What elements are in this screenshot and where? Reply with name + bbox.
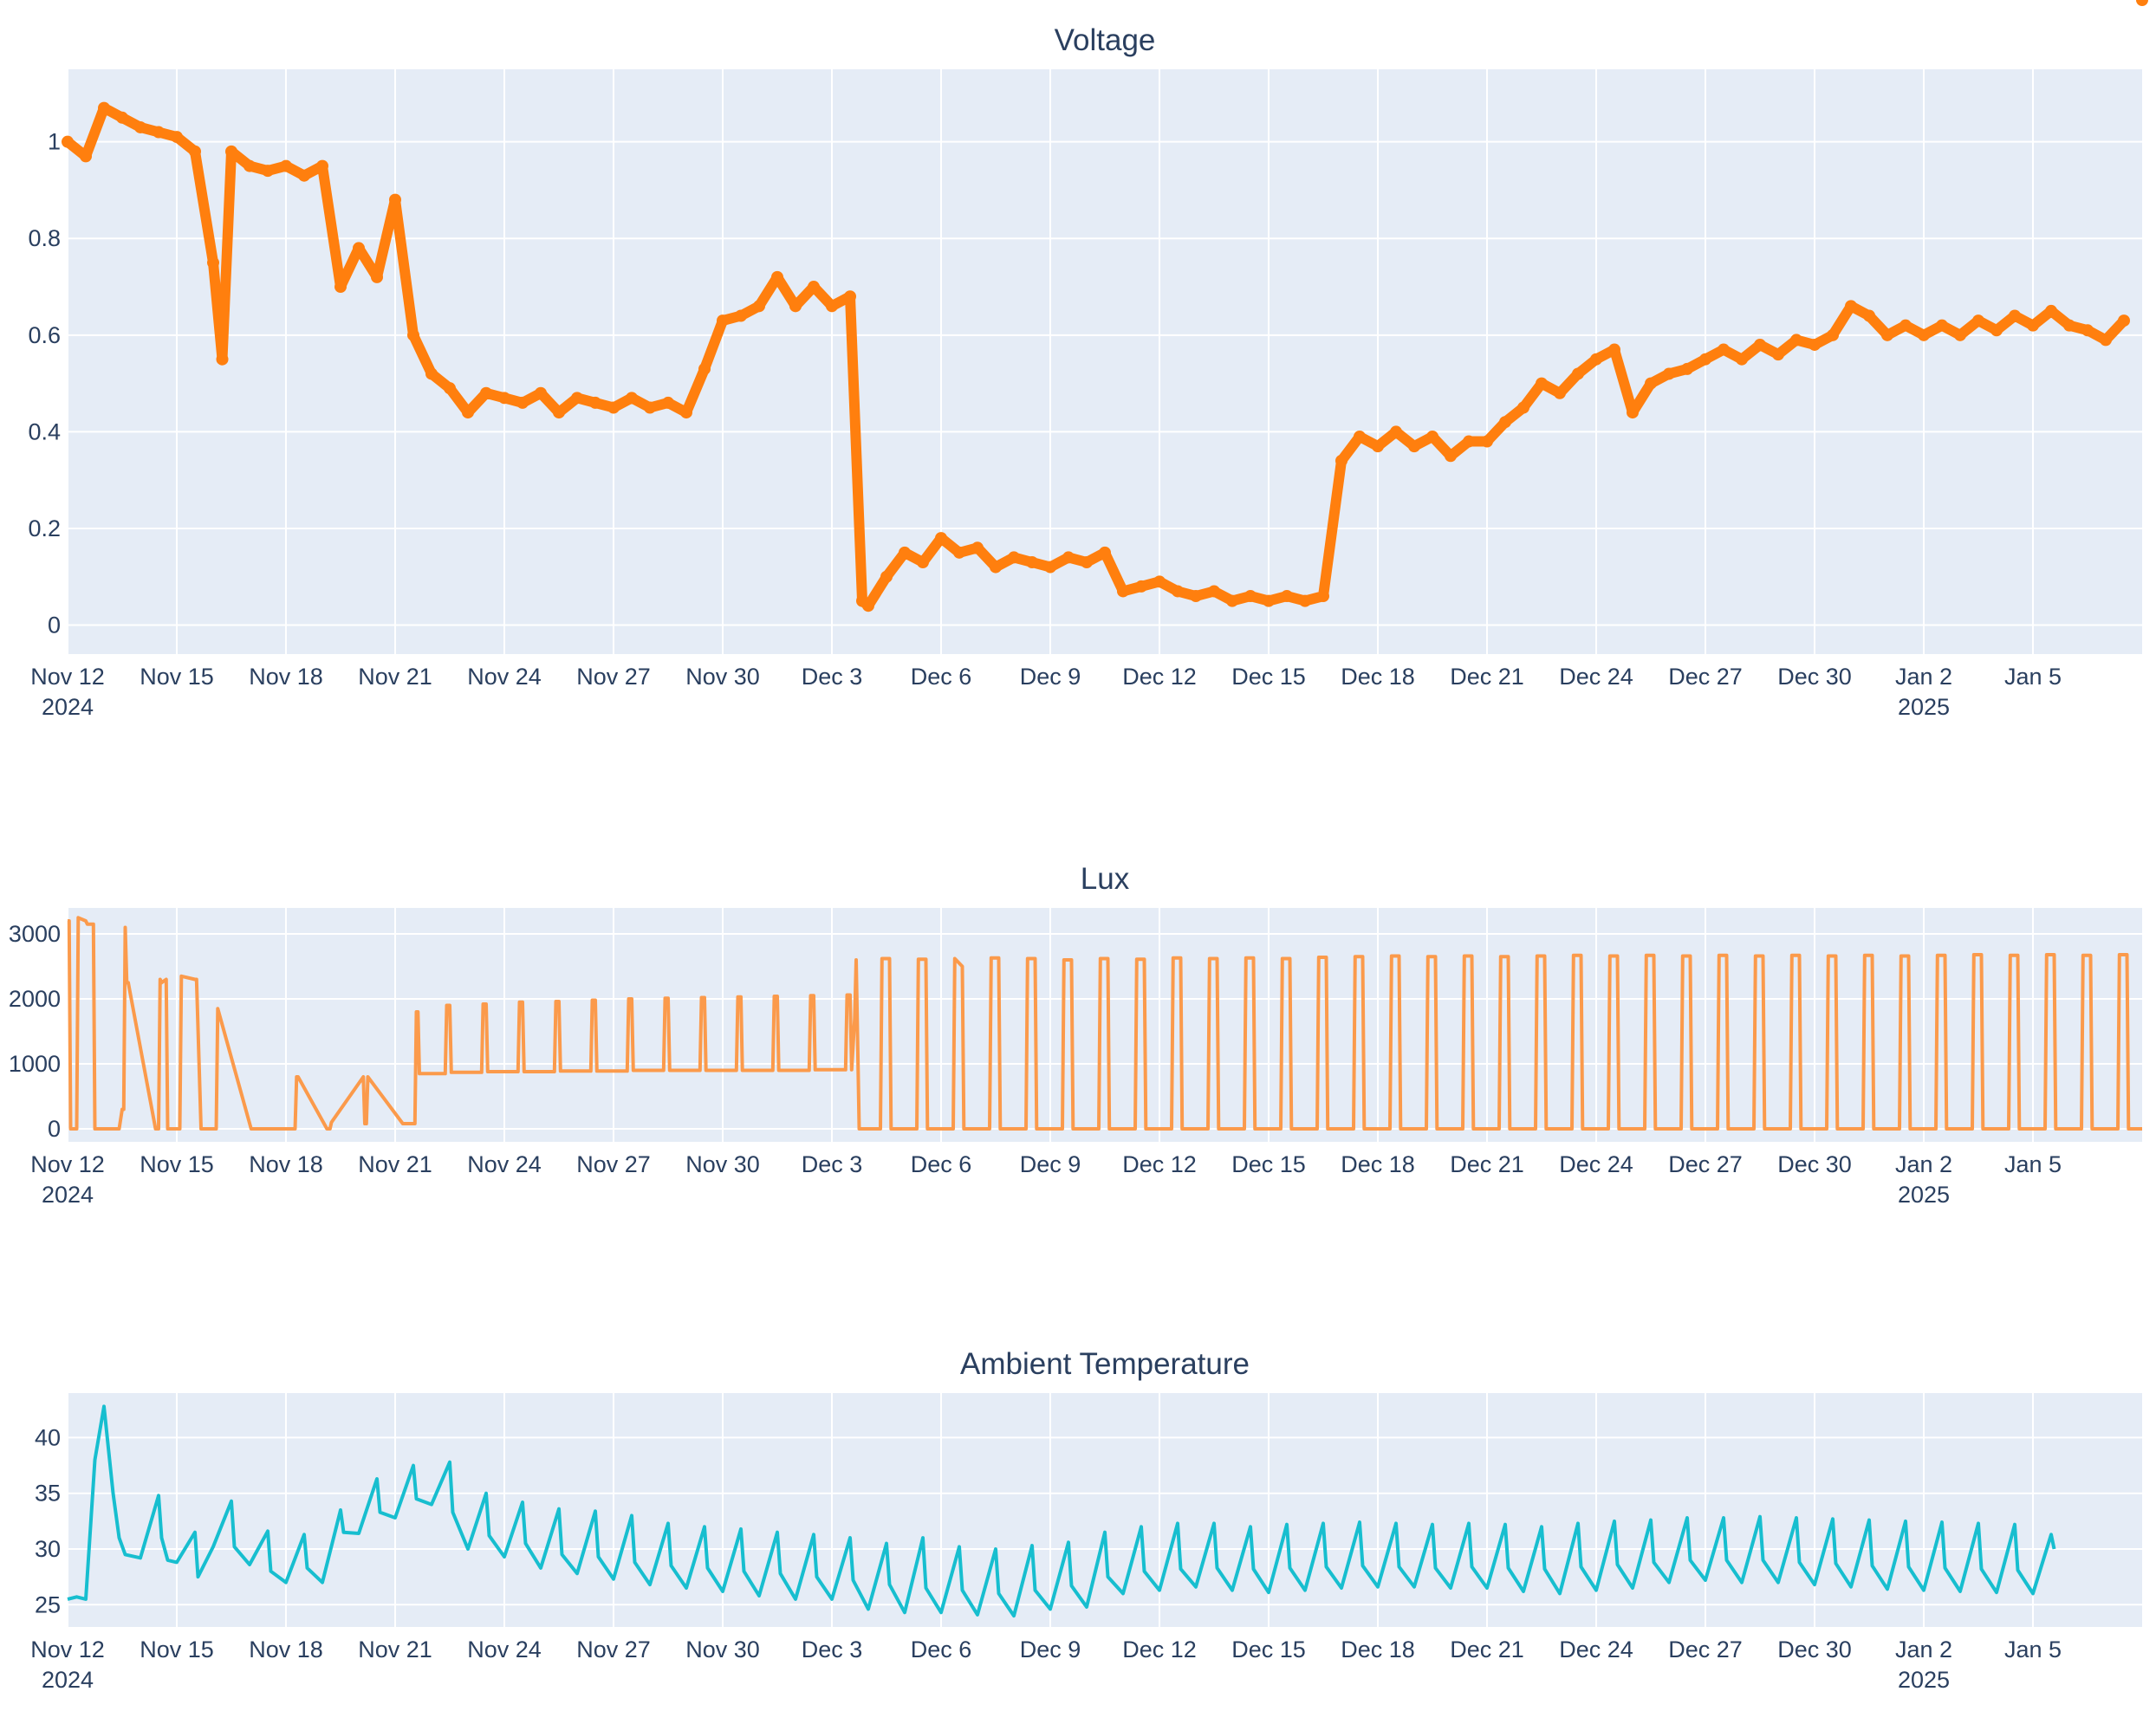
x-tick-label: Dec 6 — [911, 1151, 972, 1177]
y-tick-label: 0.2 — [28, 515, 61, 541]
x-tick-label: Nov 24 — [467, 1637, 542, 1662]
x-tick-label: Nov 30 — [685, 1151, 760, 1177]
x-tick-label: Dec 9 — [1020, 1637, 1081, 1662]
x-tick-label: Jan 5 — [2004, 1637, 2062, 1662]
x-tick-label: Dec 9 — [1020, 1151, 1081, 1177]
x-tick-label: Dec 3 — [802, 664, 863, 690]
x-tick-label: Dec 15 — [1231, 1637, 1306, 1662]
x-tick-label: Dec 3 — [802, 1151, 863, 1177]
x-tick-label: Dec 21 — [1450, 664, 1524, 690]
x-tick-label: Nov 12 — [30, 1637, 105, 1662]
y-tick-label: 0 — [48, 1116, 61, 1142]
x-tick-label: Nov 27 — [576, 664, 651, 690]
x-tick-year-label: 2024 — [42, 1667, 94, 1693]
x-tick-label: Nov 15 — [140, 1637, 214, 1662]
y-tick-label: 35 — [35, 1481, 61, 1507]
voltage-point — [2136, 0, 2148, 6]
x-tick-label: Jan 5 — [2004, 1151, 2062, 1177]
x-tick-label: Nov 18 — [249, 1637, 323, 1662]
lux-subplot: Lux 0 1000 2000 3000 Nov 12 2024 Nov 15 Nov 18 N… — [9, 862, 2142, 1208]
ambient-temperature-subplot: Ambient Temperature 25 30 35 40 Nov 12 2024 No… — [30, 1347, 2142, 1693]
y-tick-label: 40 — [35, 1424, 61, 1450]
x-tick-label: Dec 6 — [911, 664, 972, 690]
lux-title: Lux — [1081, 862, 1130, 896]
y-tick-label: 25 — [35, 1591, 61, 1617]
voltage-title: Voltage — [1055, 23, 1156, 57]
x-tick-label: Nov 18 — [249, 1151, 323, 1177]
x-tick-label: Dec 21 — [1450, 1637, 1524, 1662]
plot-area — [68, 908, 2142, 1142]
x-tick-label: Dec 27 — [1668, 1151, 1743, 1177]
x-tick-label: Nov 27 — [576, 1637, 651, 1662]
x-tick-label: Jan 2 — [1895, 664, 1952, 690]
lux-line — [67, 916, 2142, 1131]
y-tick-label: 1000 — [9, 1051, 61, 1077]
x-tick-label: Dec 24 — [1559, 1151, 1633, 1177]
x-tick-label: Dec 30 — [1777, 1151, 1852, 1177]
y-tick-label: 0.6 — [28, 322, 61, 348]
x-tick-label: Nov 27 — [576, 1151, 651, 1177]
y-tick-label: 0.4 — [28, 418, 61, 444]
x-tick-label: Jan 2 — [1895, 1637, 1952, 1662]
x-tick-label: Dec 24 — [1559, 1637, 1633, 1662]
x-tick-label: Dec 18 — [1341, 664, 1415, 690]
voltage-subplot: Voltage 0 0.2 0.4 0.6 0.8 1 Nov 12 2024 Nov 15 No… — [28, 0, 2148, 720]
x-tick-label: Nov 21 — [358, 1637, 432, 1662]
x-tick-label: Nov 30 — [685, 664, 760, 690]
x-tick-label: Dec 12 — [1122, 1151, 1197, 1177]
plot-area — [68, 69, 2142, 654]
x-tick-label: Nov 12 — [30, 1151, 105, 1177]
x-tick-year-label: 2025 — [1898, 1182, 1950, 1208]
x-tick-label: Nov 30 — [685, 1637, 760, 1662]
x-tick-label: Dec 27 — [1668, 664, 1743, 690]
x-tick-label: Nov 15 — [140, 664, 214, 690]
x-tick-label: Dec 18 — [1341, 1151, 1415, 1177]
x-tick-label: Nov 21 — [358, 1151, 432, 1177]
x-tick-label: Jan 5 — [2004, 664, 2062, 690]
x-tick-label: Nov 12 — [30, 664, 105, 690]
y-tick-label: 1 — [48, 129, 61, 155]
temperature-line — [67, 1404, 2056, 1618]
x-tick-label: Dec 30 — [1777, 1637, 1852, 1662]
x-tick-label: Nov 24 — [467, 664, 542, 690]
x-tick-label: Dec 6 — [911, 1637, 972, 1662]
y-tick-label: 2000 — [9, 986, 61, 1012]
x-tick-label: Dec 3 — [802, 1637, 863, 1662]
y-tick-label: 3000 — [9, 921, 61, 947]
y-tick-label: 30 — [35, 1536, 61, 1562]
x-tick-label: Dec 30 — [1777, 664, 1852, 690]
x-tick-label: Dec 15 — [1231, 664, 1306, 690]
x-tick-year-label: 2024 — [42, 694, 94, 720]
x-tick-label: Dec 24 — [1559, 664, 1633, 690]
x-tick-label: Nov 21 — [358, 664, 432, 690]
x-tick-label: Dec 27 — [1668, 1637, 1743, 1662]
x-tick-label: Nov 24 — [467, 1151, 542, 1177]
y-tick-label: 0.8 — [28, 225, 61, 251]
x-tick-label: Nov 15 — [140, 1151, 214, 1177]
voltage-trace — [62, 102, 2129, 612]
x-tick-year-label: 2025 — [1898, 694, 1950, 720]
x-tick-label: Dec 18 — [1341, 1637, 1415, 1662]
plot-area — [68, 1393, 2142, 1627]
x-tick-year-label: 2024 — [42, 1182, 94, 1208]
x-tick-label: Jan 2 — [1895, 1151, 1952, 1177]
x-tick-label: Dec 21 — [1450, 1151, 1524, 1177]
x-tick-year-label: 2025 — [1898, 1667, 1950, 1693]
x-tick-label: Dec 12 — [1122, 1637, 1197, 1662]
x-tick-label: Dec 15 — [1231, 1151, 1306, 1177]
ambient-temperature-title: Ambient Temperature — [960, 1347, 1250, 1381]
x-tick-label: Dec 12 — [1122, 664, 1197, 690]
x-tick-label: Nov 18 — [249, 664, 323, 690]
y-tick-label: 0 — [48, 612, 61, 638]
x-tick-label: Dec 9 — [1020, 664, 1081, 690]
